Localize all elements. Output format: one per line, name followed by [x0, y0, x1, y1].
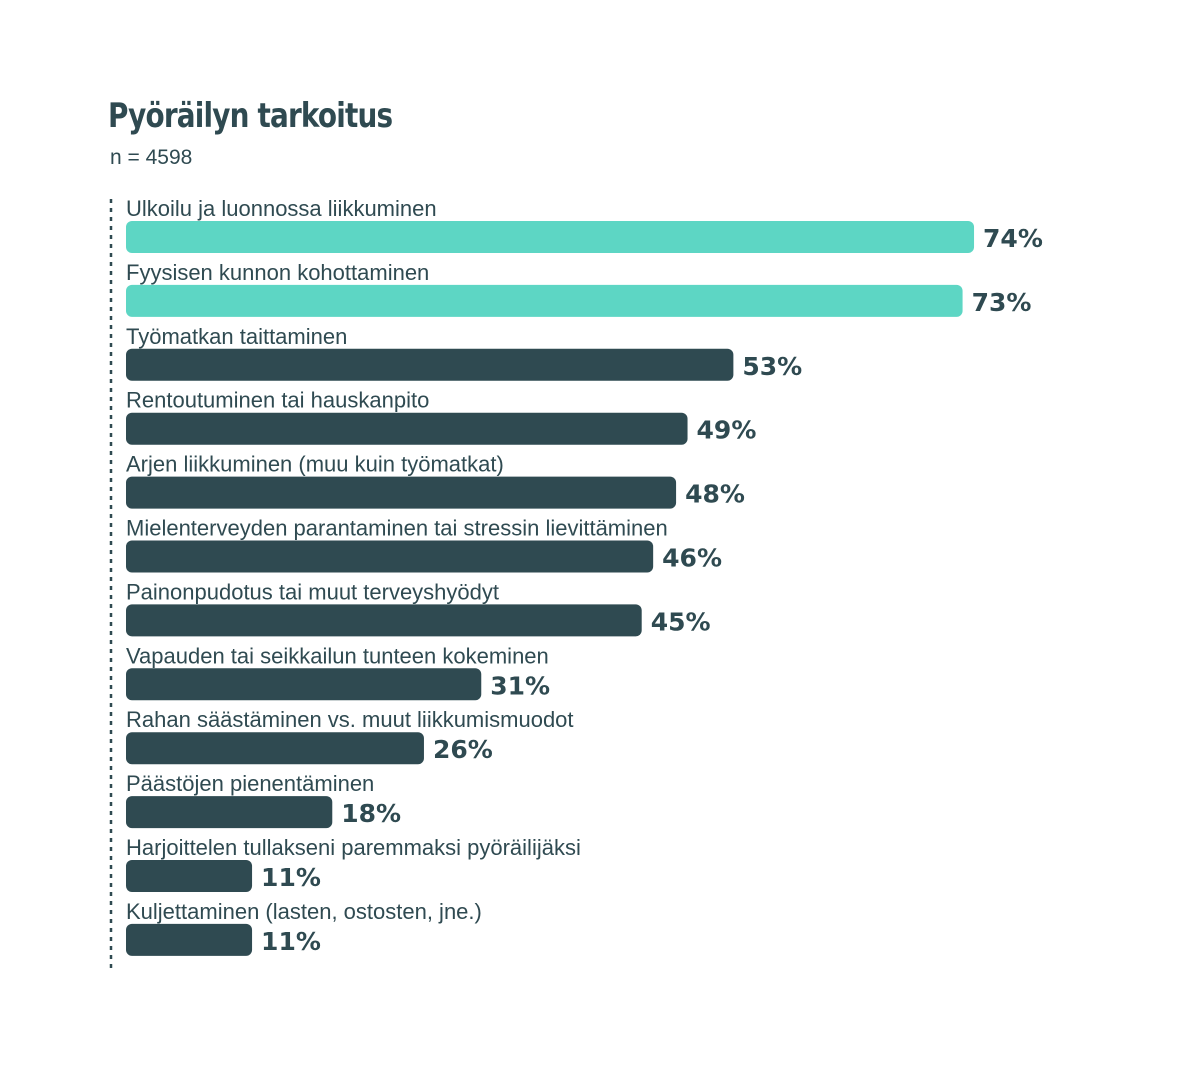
bar	[126, 604, 642, 637]
value-label: 26%	[433, 735, 493, 764]
category-label: Kuljettaminen (lasten, ostosten, jne.)	[126, 899, 482, 924]
bar	[126, 540, 654, 573]
bar	[126, 348, 734, 381]
value-label: 73%	[972, 288, 1032, 317]
value-label: 31%	[490, 671, 550, 700]
value-label: 18%	[341, 799, 401, 828]
value-label: 48%	[685, 480, 745, 509]
bar	[126, 923, 253, 956]
bar	[126, 796, 333, 829]
category-label: Arjen liikkuminen (muu kuin työmatkat)	[126, 452, 504, 477]
category-label: Painonpudotus tai muut terveyshyödyt	[126, 579, 499, 604]
value-label: 53%	[742, 352, 802, 381]
value-label: 49%	[697, 416, 757, 445]
bar	[126, 476, 677, 509]
bar	[126, 860, 253, 892]
category-label: Mielenterveyden parantaminen tai stressi…	[126, 516, 668, 541]
bar	[126, 284, 963, 317]
bar	[126, 221, 975, 253]
category-label: Ulkoilu ja luonnossa liikkuminen	[126, 196, 437, 221]
value-label: 11%	[261, 863, 321, 892]
value-label: 11%	[261, 927, 321, 956]
category-label: Rentoutuminen tai hauskanpito	[126, 388, 429, 413]
value-label: 74%	[983, 224, 1043, 253]
value-label: 46%	[662, 544, 722, 573]
chart-title: Pyöräilyn tarkoitus	[108, 96, 393, 136]
bar	[126, 412, 688, 445]
bars-layer: Ulkoilu ja luonnossa liikkuminen 74% Fyysi…	[126, 196, 1043, 956]
bar	[126, 668, 482, 701]
category-label: Työmatkan taittaminen	[126, 324, 347, 349]
category-label: Päästöjen pienentäminen	[126, 771, 374, 796]
category-label: Vapauden tai seikkailun tunteen kokemine…	[126, 643, 549, 668]
category-label: Harjoittelen tullakseni paremmaksi pyörä…	[126, 835, 581, 860]
category-label: Rahan säästäminen vs. muut liikkumismuod…	[126, 707, 574, 732]
category-label: Fyysisen kunnon kohottaminen	[126, 260, 429, 285]
chart-subtitle: n = 4598	[110, 146, 193, 169]
value-label: 45%	[651, 607, 711, 636]
bar	[126, 732, 424, 765]
